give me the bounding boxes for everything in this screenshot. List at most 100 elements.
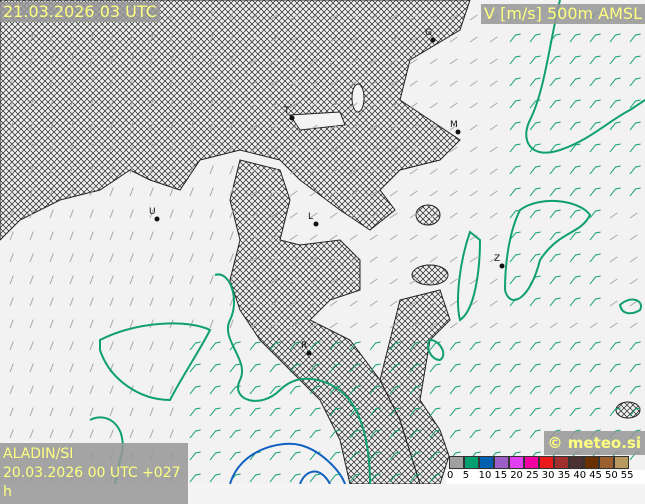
wind-barb	[289, 168, 298, 175]
wind-barb	[369, 407, 381, 417]
wind-barb	[589, 363, 601, 373]
wind-barb	[349, 124, 358, 131]
legend-swatch	[599, 456, 614, 469]
wind-barb	[309, 212, 318, 219]
wind-barb	[269, 14, 278, 21]
wind-barb	[49, 187, 54, 197]
wind-barb	[289, 300, 298, 307]
wind-barb	[49, 429, 54, 439]
wind-barb	[69, 121, 74, 131]
wind-barb	[9, 165, 14, 175]
wind-barb	[589, 297, 601, 307]
wind-barb	[229, 429, 241, 439]
wind-barb	[509, 231, 521, 241]
wind-barb	[9, 187, 14, 197]
wind-barb	[389, 80, 398, 87]
wind-barb	[569, 341, 581, 351]
wind-barb	[629, 77, 641, 87]
wind-barb	[469, 102, 478, 109]
wind-barb	[49, 297, 54, 307]
wind-barb	[189, 143, 194, 153]
wind-barb	[189, 209, 194, 219]
wind-barb	[89, 209, 94, 219]
wind-barb	[449, 190, 458, 197]
wind-barb	[569, 363, 581, 373]
wind-barb	[289, 429, 301, 439]
wind-barb	[529, 165, 541, 175]
contour-5	[457, 230, 482, 322]
city-dot	[289, 115, 295, 121]
wind-barb	[69, 99, 74, 109]
wind-barb	[129, 297, 134, 307]
wind-barb	[529, 231, 541, 241]
wind-barb	[489, 102, 498, 109]
legend-tick: 50	[605, 470, 618, 481]
wind-barb	[289, 234, 298, 241]
wind-barb	[409, 451, 421, 461]
wind-barb	[529, 322, 538, 329]
wind-barb	[69, 407, 74, 417]
wind-barb	[229, 363, 241, 373]
wind-barb	[569, 253, 581, 263]
wind-barb	[129, 33, 134, 43]
wind-barb	[329, 341, 341, 351]
wind-barb	[449, 256, 458, 263]
legend-tick: 0	[447, 470, 454, 481]
wind-barb	[69, 341, 74, 351]
wind-barb	[189, 77, 194, 87]
contour-5	[525, 0, 645, 154]
wind-barb	[449, 322, 458, 329]
wind-barb	[49, 275, 54, 285]
wind-barb	[209, 385, 221, 395]
wind-barb	[609, 77, 621, 87]
wind-barb	[249, 36, 258, 43]
wind-barb	[489, 168, 498, 175]
wind-barb	[529, 297, 541, 307]
wind-barb	[349, 341, 361, 351]
wind-barb	[169, 143, 174, 153]
wind-barb	[469, 80, 478, 87]
wind-barb	[9, 363, 14, 373]
wind-barb	[209, 319, 214, 329]
wind-barb	[509, 429, 521, 439]
wind-barb	[109, 55, 114, 65]
wind-barb	[429, 322, 438, 329]
wind-barb	[529, 407, 541, 417]
wind-barb	[29, 319, 34, 329]
wind-barb	[149, 33, 154, 43]
wind-barb	[629, 212, 638, 219]
wind-barb	[429, 429, 441, 439]
wind-barb	[629, 234, 638, 241]
wind-barb	[289, 14, 298, 21]
wind-barb	[349, 363, 361, 373]
wind-barb	[169, 77, 174, 87]
wind-barb	[9, 297, 14, 307]
wind-barb	[369, 451, 381, 461]
wind-barb	[229, 231, 234, 241]
wind-barb	[469, 212, 478, 219]
wind-barb	[269, 80, 278, 87]
wind-barb	[149, 209, 154, 219]
wind-barb	[369, 363, 381, 373]
wind-barb	[329, 451, 341, 461]
wind-barb	[89, 253, 94, 263]
wind-barb	[489, 429, 501, 439]
wind-barb	[9, 77, 14, 87]
wind-barb	[389, 300, 398, 307]
wind-barb	[429, 407, 441, 417]
wind-barb	[209, 99, 214, 109]
wind-barb	[89, 319, 94, 329]
wind-barb	[309, 429, 321, 439]
legend-swatch	[449, 456, 464, 469]
wind-barb	[189, 385, 201, 395]
wind-barb	[569, 297, 581, 307]
wind-barb	[169, 55, 174, 65]
legend-swatch	[479, 456, 494, 469]
wind-barb	[609, 165, 621, 175]
wind-barb	[209, 451, 221, 461]
wind-barb	[89, 121, 94, 131]
wind-barb	[169, 297, 174, 307]
wind-barb	[629, 341, 641, 351]
wind-barb	[449, 124, 458, 131]
wind-barb	[9, 385, 14, 395]
